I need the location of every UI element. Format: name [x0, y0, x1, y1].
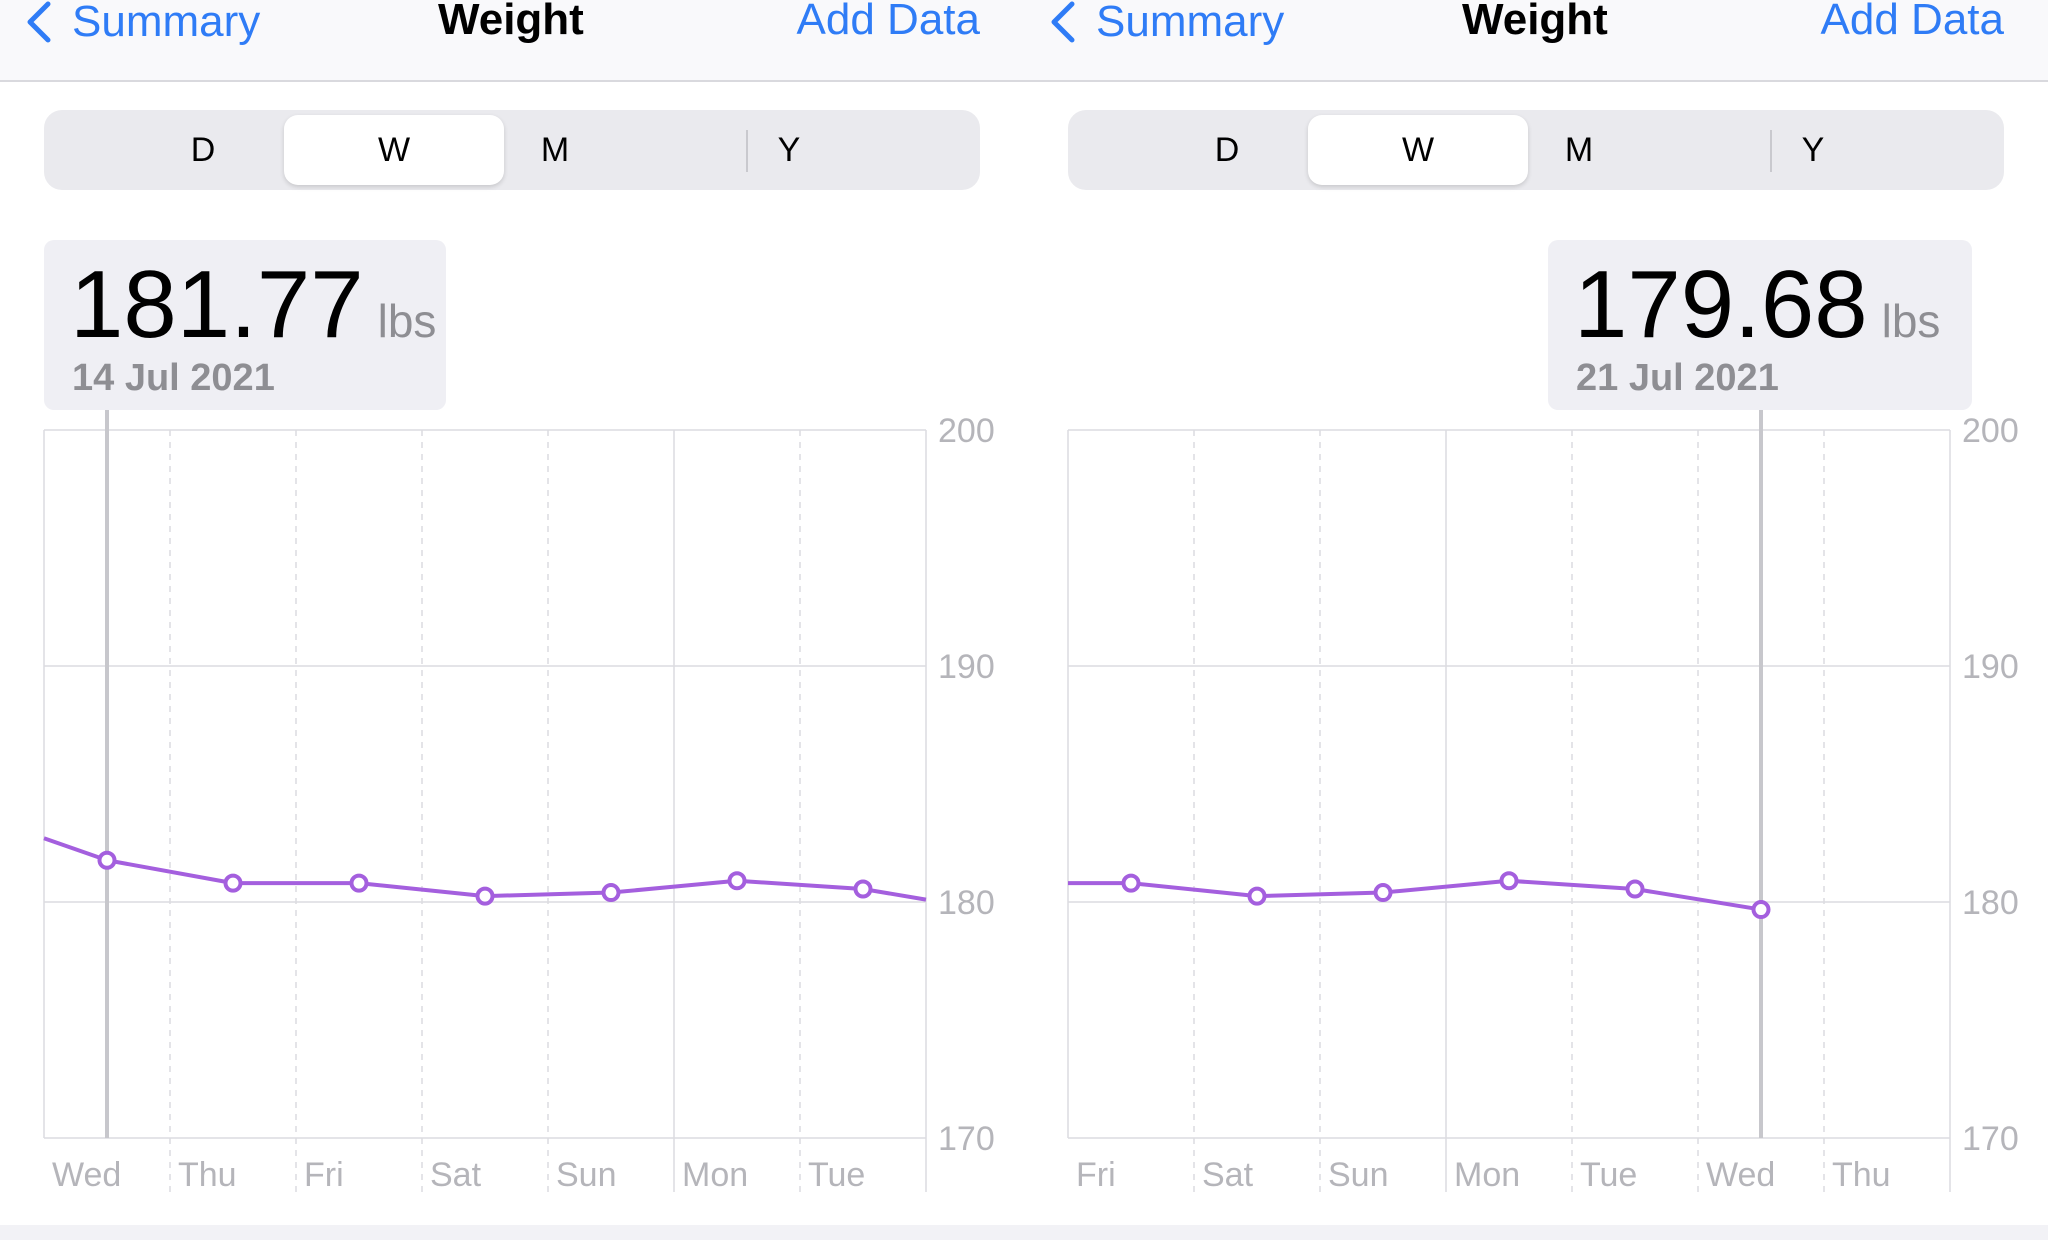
- weight-unit: lbs: [377, 295, 437, 347]
- weight-chart[interactable]: 200 190 180 170 Wed Thu Fri Sat Sun Mon Tue: [0, 0, 1024, 1225]
- x-tick-label: Wed: [52, 1156, 121, 1194]
- period-segmented-control: D W M Y: [44, 110, 980, 190]
- y-tick-label: 180: [1962, 884, 2019, 922]
- selected-value-callout: 179.68 lbs 21 Jul 2021: [1548, 240, 1972, 410]
- segment-year[interactable]: Y: [1801, 130, 1825, 169]
- x-tick-label: Mon: [1454, 1156, 1520, 1194]
- data-point: [1499, 871, 1519, 891]
- segment-divider: [746, 130, 748, 172]
- y-tick-label: 180: [938, 884, 995, 922]
- add-data-button[interactable]: Add Data: [1820, 0, 2004, 44]
- weight-value: 179.68 lbs: [1574, 250, 1940, 376]
- selected-value-callout: 181.77 lbs 14 Jul 2021: [44, 240, 446, 410]
- x-tick-label: Sun: [556, 1156, 617, 1194]
- weight-panel-left: Summary Weight Add Data D W M Y 181.77 lb…: [0, 0, 1024, 1225]
- series-line: [1068, 878, 1762, 912]
- weight-date: 21 Jul 2021: [1576, 357, 1779, 399]
- data-point: [1247, 886, 1267, 906]
- segment-month[interactable]: M: [540, 130, 570, 169]
- segment-year[interactable]: Y: [777, 130, 801, 169]
- weight-value: 181.77 lbs: [70, 250, 436, 376]
- weight-unit: lbs: [1881, 295, 1941, 347]
- y-tick-label: 190: [1962, 648, 2019, 686]
- y-tick-label: 200: [938, 412, 995, 450]
- data-point: [1751, 900, 1771, 920]
- navigation-bar: Summary Weight Add Data: [0, 0, 1024, 82]
- period-segmented-control: D W M Y: [1068, 110, 2004, 190]
- x-tick-label: Sat: [430, 1156, 482, 1194]
- segment-day[interactable]: D: [190, 130, 216, 169]
- segment-day[interactable]: D: [1214, 130, 1240, 169]
- data-point: [601, 883, 621, 903]
- segment-week[interactable]: W: [284, 115, 504, 185]
- data-point: [349, 873, 369, 893]
- weight-number: 179.68: [1574, 251, 1868, 358]
- data-point: [1373, 883, 1393, 903]
- x-tick-label: Mon: [682, 1156, 748, 1194]
- data-point: [1625, 879, 1645, 899]
- page-title: Weight: [438, 0, 584, 44]
- segment-divider: [1770, 130, 1772, 172]
- segment-month[interactable]: M: [1564, 130, 1594, 169]
- x-tick-label: Sun: [1328, 1156, 1389, 1194]
- chevron-left-icon: [27, 1, 51, 43]
- back-button-label: Summary: [72, 0, 261, 46]
- weight-chart[interactable]: 200 190 180 170 Fri Sat Sun Mon Tue Wed Thu: [1024, 0, 2048, 1225]
- y-tick-label: 200: [1962, 412, 2019, 450]
- data-point: [475, 886, 495, 906]
- x-tick-label: Thu: [178, 1156, 237, 1194]
- weight-number: 181.77: [70, 251, 364, 358]
- chevron-left-icon: [1051, 1, 1075, 43]
- y-tick-label: 190: [938, 648, 995, 686]
- y-tick-label: 170: [1962, 1120, 2019, 1158]
- back-button-label: Summary: [1096, 0, 1285, 46]
- x-tick-label: Tue: [1580, 1156, 1637, 1194]
- x-tick-label: Thu: [1832, 1156, 1891, 1194]
- data-point: [223, 873, 243, 893]
- back-button[interactable]: Summary: [1048, 0, 1284, 44]
- navigation-bar: Summary Weight Add Data: [1024, 0, 2048, 82]
- add-data-button[interactable]: Add Data: [796, 0, 980, 44]
- data-point: [1121, 873, 1141, 893]
- x-tick-label: Tue: [808, 1156, 865, 1194]
- y-tick-label: 170: [938, 1120, 995, 1158]
- data-point: [97, 850, 117, 870]
- segment-week[interactable]: W: [1308, 115, 1528, 185]
- x-tick-label: Fri: [304, 1156, 344, 1194]
- weight-panel-right: Summary Weight Add Data D W M Y 179.68 lb…: [1024, 0, 2048, 1240]
- page-title: Weight: [1462, 0, 1608, 44]
- x-tick-label: Fri: [1076, 1156, 1116, 1194]
- data-point: [853, 879, 873, 899]
- weight-date: 14 Jul 2021: [72, 357, 275, 399]
- x-tick-label: Sat: [1202, 1156, 1254, 1194]
- bottom-bar: [0, 1225, 2048, 1240]
- data-point: [727, 871, 747, 891]
- x-tick-label: Wed: [1706, 1156, 1775, 1194]
- back-button[interactable]: Summary: [24, 0, 260, 44]
